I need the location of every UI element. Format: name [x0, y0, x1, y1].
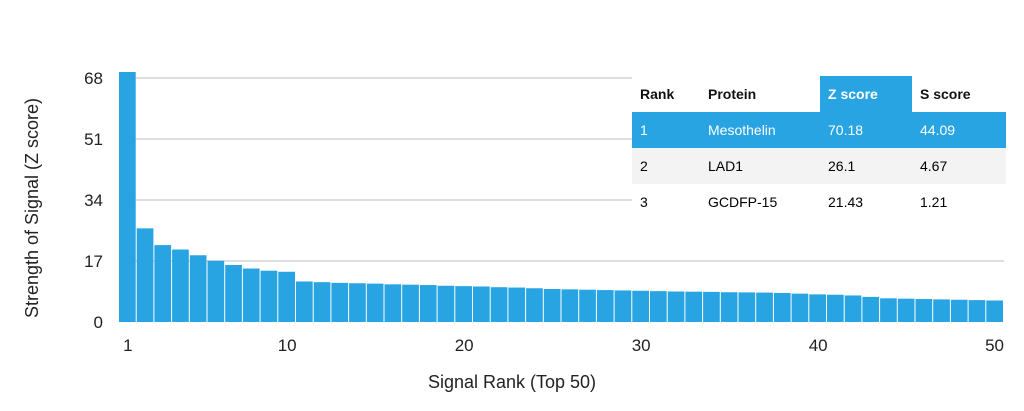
- x-axis-title: Signal Rank (Top 50): [428, 372, 596, 392]
- top-proteins-table: Rank Protein Z score S score 1 Mesotheli…: [632, 76, 1006, 220]
- bar: [827, 294, 844, 322]
- cell-s-score: 44.09: [912, 112, 1006, 148]
- bar: [296, 281, 313, 322]
- bar: [473, 286, 490, 322]
- bar: [366, 283, 384, 322]
- cell-z-score: 26.1: [820, 148, 912, 184]
- cell-protein: Mesothelin: [700, 112, 820, 148]
- bar: [260, 270, 278, 322]
- bar: [862, 296, 880, 322]
- y-tick-label: 0: [94, 313, 103, 332]
- table-row: 1 Mesothelin 70.18 44.09: [632, 112, 1006, 148]
- bar: [685, 291, 703, 322]
- bar: [756, 292, 773, 322]
- bar: [526, 288, 543, 322]
- bar: [419, 285, 437, 322]
- cell-s-score: 1.21: [920, 194, 948, 210]
- bar: [331, 282, 349, 322]
- cell-protein: GCDFP-15: [708, 194, 778, 210]
- y-tick-labels: 0 17 34 51 68: [84, 69, 103, 332]
- y-tick-label: 51: [84, 130, 103, 149]
- bar: [561, 289, 579, 322]
- bar: [950, 299, 968, 322]
- bar: [242, 268, 260, 322]
- bar: [119, 72, 136, 322]
- bar: [809, 294, 826, 322]
- header-rank: Rank: [640, 86, 675, 102]
- x-tick-label: 20: [455, 336, 474, 355]
- bar: [579, 289, 596, 322]
- table-row: 3 GCDFP-15 21.43 1.21: [632, 184, 1006, 220]
- bar: [844, 295, 862, 322]
- x-tick-labels: 1 10 20 30 40 50: [123, 336, 1004, 355]
- bar: [773, 292, 791, 322]
- bar: [703, 291, 720, 322]
- cell-rank: 2: [632, 148, 700, 184]
- x-tick-label: 10: [278, 336, 297, 355]
- bar: [313, 282, 331, 322]
- bar: [968, 300, 986, 322]
- x-tick-label: 40: [809, 336, 828, 355]
- x-tick-label: 30: [632, 336, 651, 355]
- header-s-score: S score: [920, 86, 971, 102]
- bar: [172, 249, 189, 322]
- y-axis-title: Strength of Signal (Z score): [22, 98, 42, 318]
- y-tick-label: 17: [84, 252, 103, 271]
- bar: [667, 291, 685, 322]
- bar: [543, 288, 561, 322]
- cell-z-score: 70.18: [820, 112, 912, 148]
- bar: [154, 245, 172, 322]
- x-tick-label: 1: [123, 336, 132, 355]
- bar: [880, 298, 897, 322]
- bar: [650, 291, 667, 322]
- bar: [402, 284, 419, 322]
- bar: [791, 293, 809, 322]
- table-row: 2 LAD1 26.1 4.67: [632, 148, 1006, 184]
- cell-s-score: 4.67: [912, 148, 1006, 184]
- bar: [278, 271, 295, 322]
- bar: [897, 298, 915, 322]
- bar: [614, 290, 632, 322]
- bar: [207, 260, 225, 322]
- bar: [738, 292, 756, 322]
- bar: [225, 264, 242, 322]
- header-z-score: Z score: [820, 76, 912, 112]
- bar: [189, 255, 207, 322]
- cell-rank: 3: [640, 194, 648, 210]
- bar: [384, 284, 402, 322]
- bar: [720, 292, 738, 322]
- bar: [596, 290, 614, 322]
- bar: [986, 300, 1003, 322]
- bar: [915, 299, 933, 322]
- bar: [437, 285, 455, 322]
- bar: [490, 287, 508, 322]
- y-tick-label: 68: [84, 69, 103, 88]
- bar: [349, 283, 366, 322]
- table-header-row: Rank Protein Z score S score: [632, 76, 1006, 112]
- cell-protein: LAD1: [700, 148, 820, 184]
- bar: [508, 287, 526, 322]
- bar: [455, 286, 472, 322]
- bars: [119, 72, 1003, 322]
- bar: [136, 228, 154, 322]
- header-protein: Protein: [708, 86, 757, 102]
- cell-rank: 1: [632, 112, 700, 148]
- bar: [632, 290, 649, 322]
- x-tick-label: 50: [985, 336, 1004, 355]
- y-tick-label: 34: [84, 191, 103, 210]
- cell-z-score: 21.43: [828, 194, 864, 210]
- bar: [933, 299, 950, 322]
